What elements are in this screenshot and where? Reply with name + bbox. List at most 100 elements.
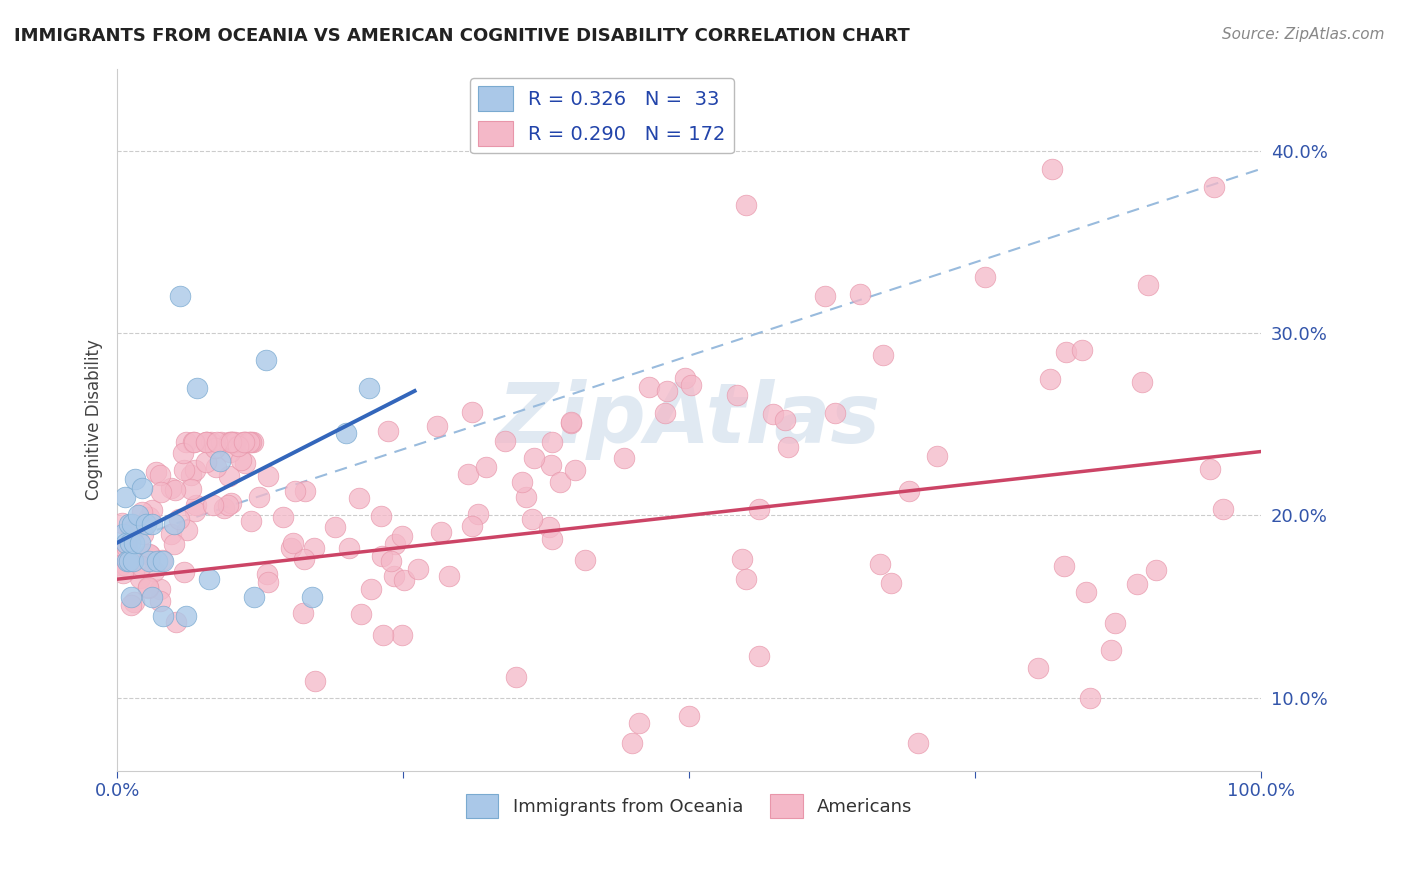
Point	[129, 559, 152, 574]
Point	[673, 371, 696, 385]
Point	[195, 435, 218, 450]
Point	[574, 553, 596, 567]
Point	[304, 674, 326, 689]
Point	[141, 502, 163, 516]
Point	[232, 435, 254, 450]
Point	[734, 572, 756, 586]
Point	[202, 498, 225, 512]
Point	[540, 435, 562, 450]
Point	[371, 549, 394, 563]
Point	[122, 595, 145, 609]
Point	[426, 419, 449, 434]
Point	[849, 286, 872, 301]
Point	[1104, 615, 1126, 630]
Point	[115, 541, 138, 555]
Point	[122, 554, 145, 568]
Point	[1039, 372, 1062, 386]
Point	[218, 435, 240, 450]
Point	[304, 541, 326, 555]
Point	[186, 498, 208, 512]
Point	[357, 381, 380, 395]
Point	[122, 524, 145, 538]
Point	[150, 484, 173, 499]
Point	[540, 458, 562, 472]
Point	[1136, 278, 1159, 293]
Point	[872, 347, 894, 361]
Point	[907, 736, 929, 750]
Point	[235, 435, 257, 450]
Point	[136, 581, 159, 595]
Point	[138, 510, 160, 524]
Point	[292, 606, 315, 620]
Text: ZipAtlas: ZipAtlas	[498, 379, 880, 460]
Point	[139, 548, 162, 562]
Point	[474, 460, 496, 475]
Point	[138, 548, 160, 562]
Point	[114, 541, 136, 556]
Point	[1074, 585, 1097, 599]
Point	[240, 435, 263, 450]
Point	[238, 435, 260, 450]
Point	[149, 467, 172, 482]
Point	[131, 505, 153, 519]
Point	[146, 554, 169, 568]
Point	[149, 594, 172, 608]
Point	[1125, 576, 1147, 591]
Y-axis label: Cognitive Disability: Cognitive Disability	[86, 339, 103, 500]
Point	[120, 591, 142, 605]
Point	[124, 535, 146, 549]
Point	[377, 424, 399, 438]
Point	[143, 564, 166, 578]
Point	[439, 568, 461, 582]
Point	[194, 435, 217, 450]
Point	[256, 567, 278, 582]
Point	[1130, 375, 1153, 389]
Point	[731, 552, 754, 566]
Point	[181, 435, 204, 450]
Point	[337, 541, 360, 555]
Point	[360, 582, 382, 596]
Point	[505, 670, 527, 684]
Point	[373, 628, 395, 642]
Point	[281, 536, 304, 550]
Point	[152, 608, 174, 623]
Point	[522, 451, 544, 466]
Point	[195, 435, 218, 450]
Point	[628, 716, 651, 731]
Point	[195, 455, 218, 469]
Point	[240, 514, 263, 528]
Point	[247, 490, 270, 504]
Point	[748, 502, 770, 516]
Point	[174, 608, 197, 623]
Point	[221, 496, 243, 510]
Point	[430, 524, 453, 539]
Point	[457, 467, 479, 481]
Point	[131, 481, 153, 495]
Point	[180, 482, 202, 496]
Point	[218, 468, 240, 483]
Point	[406, 562, 429, 576]
Point	[212, 500, 235, 515]
Point	[110, 558, 132, 573]
Point	[173, 463, 195, 477]
Point	[1071, 343, 1094, 358]
Point	[120, 524, 142, 538]
Point	[814, 289, 837, 303]
Point	[233, 435, 256, 450]
Point	[370, 508, 392, 523]
Point	[209, 435, 232, 450]
Point	[111, 526, 134, 541]
Point	[124, 472, 146, 486]
Point	[1099, 643, 1122, 657]
Point	[121, 517, 143, 532]
Point	[172, 446, 194, 460]
Point	[122, 554, 145, 568]
Point	[115, 558, 138, 573]
Point	[1212, 502, 1234, 516]
Point	[391, 528, 413, 542]
Point	[384, 537, 406, 551]
Point	[165, 483, 187, 497]
Point	[292, 551, 315, 566]
Point	[1053, 558, 1076, 573]
Point	[118, 535, 141, 549]
